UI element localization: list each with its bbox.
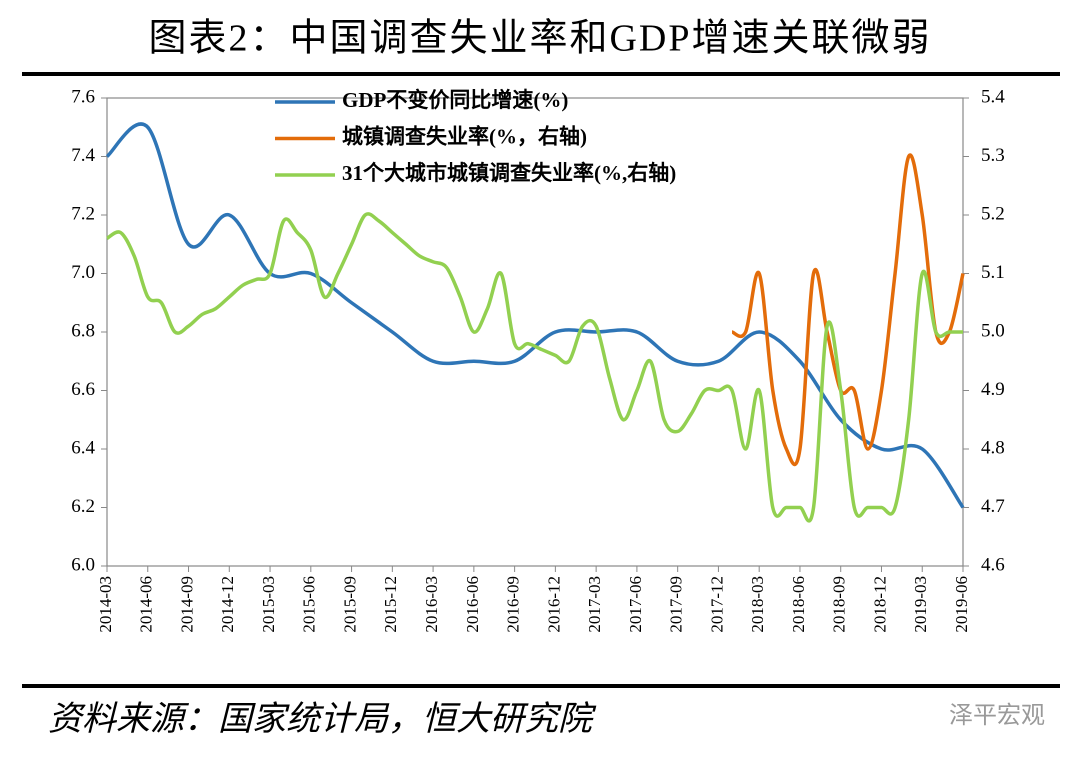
x-tick-label: 2015-12 (381, 576, 400, 633)
y2-tick-label: 5.0 (981, 320, 1005, 341)
y2-tick-label: 5.1 (981, 262, 1005, 283)
y-tick-label: 6.6 (71, 379, 95, 400)
y2-tick-label: 4.9 (981, 379, 1005, 400)
x-tick-label: 2015-06 (300, 576, 319, 633)
x-tick-label: 2018-03 (748, 576, 767, 633)
series-line (106, 212, 963, 523)
y-tick-label: 6.2 (71, 496, 95, 517)
x-tick-label: 2017-03 (585, 576, 604, 633)
x-tick-label: 2014-09 (177, 576, 196, 633)
y2-tick-label: 5.3 (981, 145, 1005, 166)
watermark: 泽平宏观 (949, 701, 1045, 729)
y-tick-label: 6.0 (71, 554, 95, 575)
x-tick-label: 2019-03 (911, 576, 930, 633)
x-tick-label: 2017-06 (626, 576, 645, 633)
x-tick-label: 2016-06 (463, 576, 482, 633)
source-note: 资料来源：国家统计局，恒大研究院 (48, 701, 597, 738)
y2-tick-label: 4.6 (981, 554, 1005, 575)
y-tick-label: 7.0 (71, 262, 95, 283)
legend-label: 城镇调查失业率(%，右轴) (342, 124, 587, 148)
x-tick-label: 2017-09 (667, 576, 686, 633)
y-tick-label: 7.2 (71, 203, 95, 224)
y2-tick-label: 4.8 (981, 437, 1005, 458)
series-line (105, 122, 965, 509)
x-tick-label: 2019-06 (952, 576, 971, 633)
x-tick-label: 2018-12 (870, 576, 889, 633)
series-line (731, 153, 965, 467)
x-tick-label: 2017-12 (707, 576, 726, 633)
y2-tick-label: 4.7 (981, 496, 1005, 517)
legend-label: GDP不变价同比增速(%) (342, 88, 568, 112)
y2-tick-label: 5.2 (981, 203, 1005, 224)
x-tick-label: 2016-12 (544, 576, 563, 633)
x-tick-label: 2015-09 (340, 576, 359, 633)
x-tick-label: 2016-03 (422, 576, 441, 633)
x-tick-label: 2018-09 (830, 576, 849, 633)
y-tick-label: 6.8 (71, 320, 95, 341)
x-tick-label: 2018-06 (789, 576, 808, 633)
x-tick-label: 2015-03 (259, 576, 278, 633)
y-tick-label: 7.4 (71, 145, 95, 166)
y-tick-label: 7.6 (71, 86, 95, 107)
x-tick-label: 2014-12 (218, 576, 237, 633)
chart-title: 图表2：中国调查失业率和GDP增速关联微弱 (148, 18, 931, 60)
y-tick-label: 6.4 (71, 437, 95, 458)
y2-tick-label: 5.4 (981, 86, 1005, 107)
x-tick-label: 2016-09 (504, 576, 523, 633)
x-tick-label: 2014-06 (137, 576, 156, 633)
legend-label: 31个大城市城镇调查失业率(%,右轴) (342, 161, 676, 185)
x-tick-label: 2014-03 (96, 576, 115, 633)
